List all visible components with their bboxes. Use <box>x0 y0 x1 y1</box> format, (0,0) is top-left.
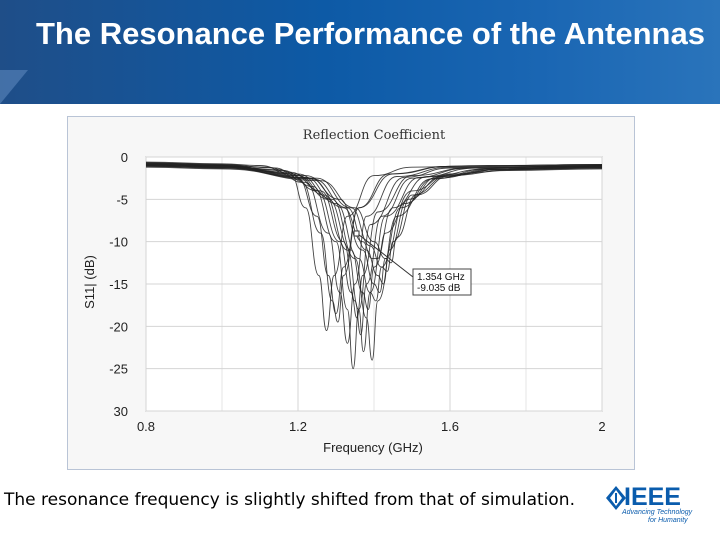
series-line-6 <box>145 163 603 336</box>
marker-label-box <box>412 268 472 296</box>
series-line-4 <box>145 162 603 370</box>
slide-title: The Resonance Performance of the Antenna… <box>36 16 705 51</box>
chart-frame: 0.8 1.2 1.6 2 0 -5 -10 -15 -20 -25 30 Reflection C… <box>67 116 635 470</box>
ieee-diamond-icon <box>606 486 626 510</box>
x-tick-label: 0.8 <box>137 419 155 434</box>
slide-caption: The resonance frequency is slightly shif… <box>4 490 575 510</box>
logo-wordmark: IEEE <box>624 483 681 511</box>
y-tick-label: -10 <box>109 235 128 250</box>
y-tick-label: 30 <box>114 404 128 419</box>
series-line-3 <box>145 163 603 344</box>
y-tick-label: -15 <box>109 277 128 292</box>
x-axis-label: Frequency (GHz) <box>323 440 423 455</box>
curve-layer <box>145 161 603 370</box>
y-axis-label: S11| (dB) <box>82 255 97 309</box>
series-line-14 <box>145 166 603 264</box>
series-line-15 <box>145 162 603 323</box>
chart-title: Reflection Coefficient <box>303 128 446 143</box>
title-bar-fold <box>0 70 28 104</box>
data-marker <box>353 230 360 237</box>
marker-leader-line <box>358 234 414 278</box>
logo-tagline-2: for Humanity <box>648 517 688 524</box>
y-tick-label: -25 <box>109 362 128 377</box>
series-line-16 <box>145 165 603 260</box>
x-tick-label: 2 <box>598 419 605 434</box>
y-tick-label: -20 <box>109 319 128 334</box>
y-tick-label: -5 <box>116 192 128 207</box>
logo-tagline-1: Advancing Technology <box>622 509 693 516</box>
marker-layer: 1.354 GHz-9.035 dB <box>353 230 472 296</box>
x-tick-label: 1.6 <box>441 419 459 434</box>
axis-layer: 0.8 1.2 1.6 2 0 -5 -10 -15 -20 -25 30 <box>109 150 605 434</box>
marker-label-frequency: 1.354 GHz <box>417 272 465 283</box>
reflection-coefficient-chart: 0.8 1.2 1.6 2 0 -5 -10 -15 -20 -25 30 Reflection C… <box>82 128 606 455</box>
y-tick-label: 0 <box>121 150 128 165</box>
title-bar: The Resonance Performance of the Antenna… <box>0 0 720 104</box>
x-tick-label: 1.2 <box>289 419 307 434</box>
series-line-1 <box>145 161 603 332</box>
marker-label-value: -9.035 dB <box>417 283 461 294</box>
series-line-13 <box>145 165 603 272</box>
ieee-logo: IEEE Advancing Technology for Humanity <box>606 483 693 528</box>
